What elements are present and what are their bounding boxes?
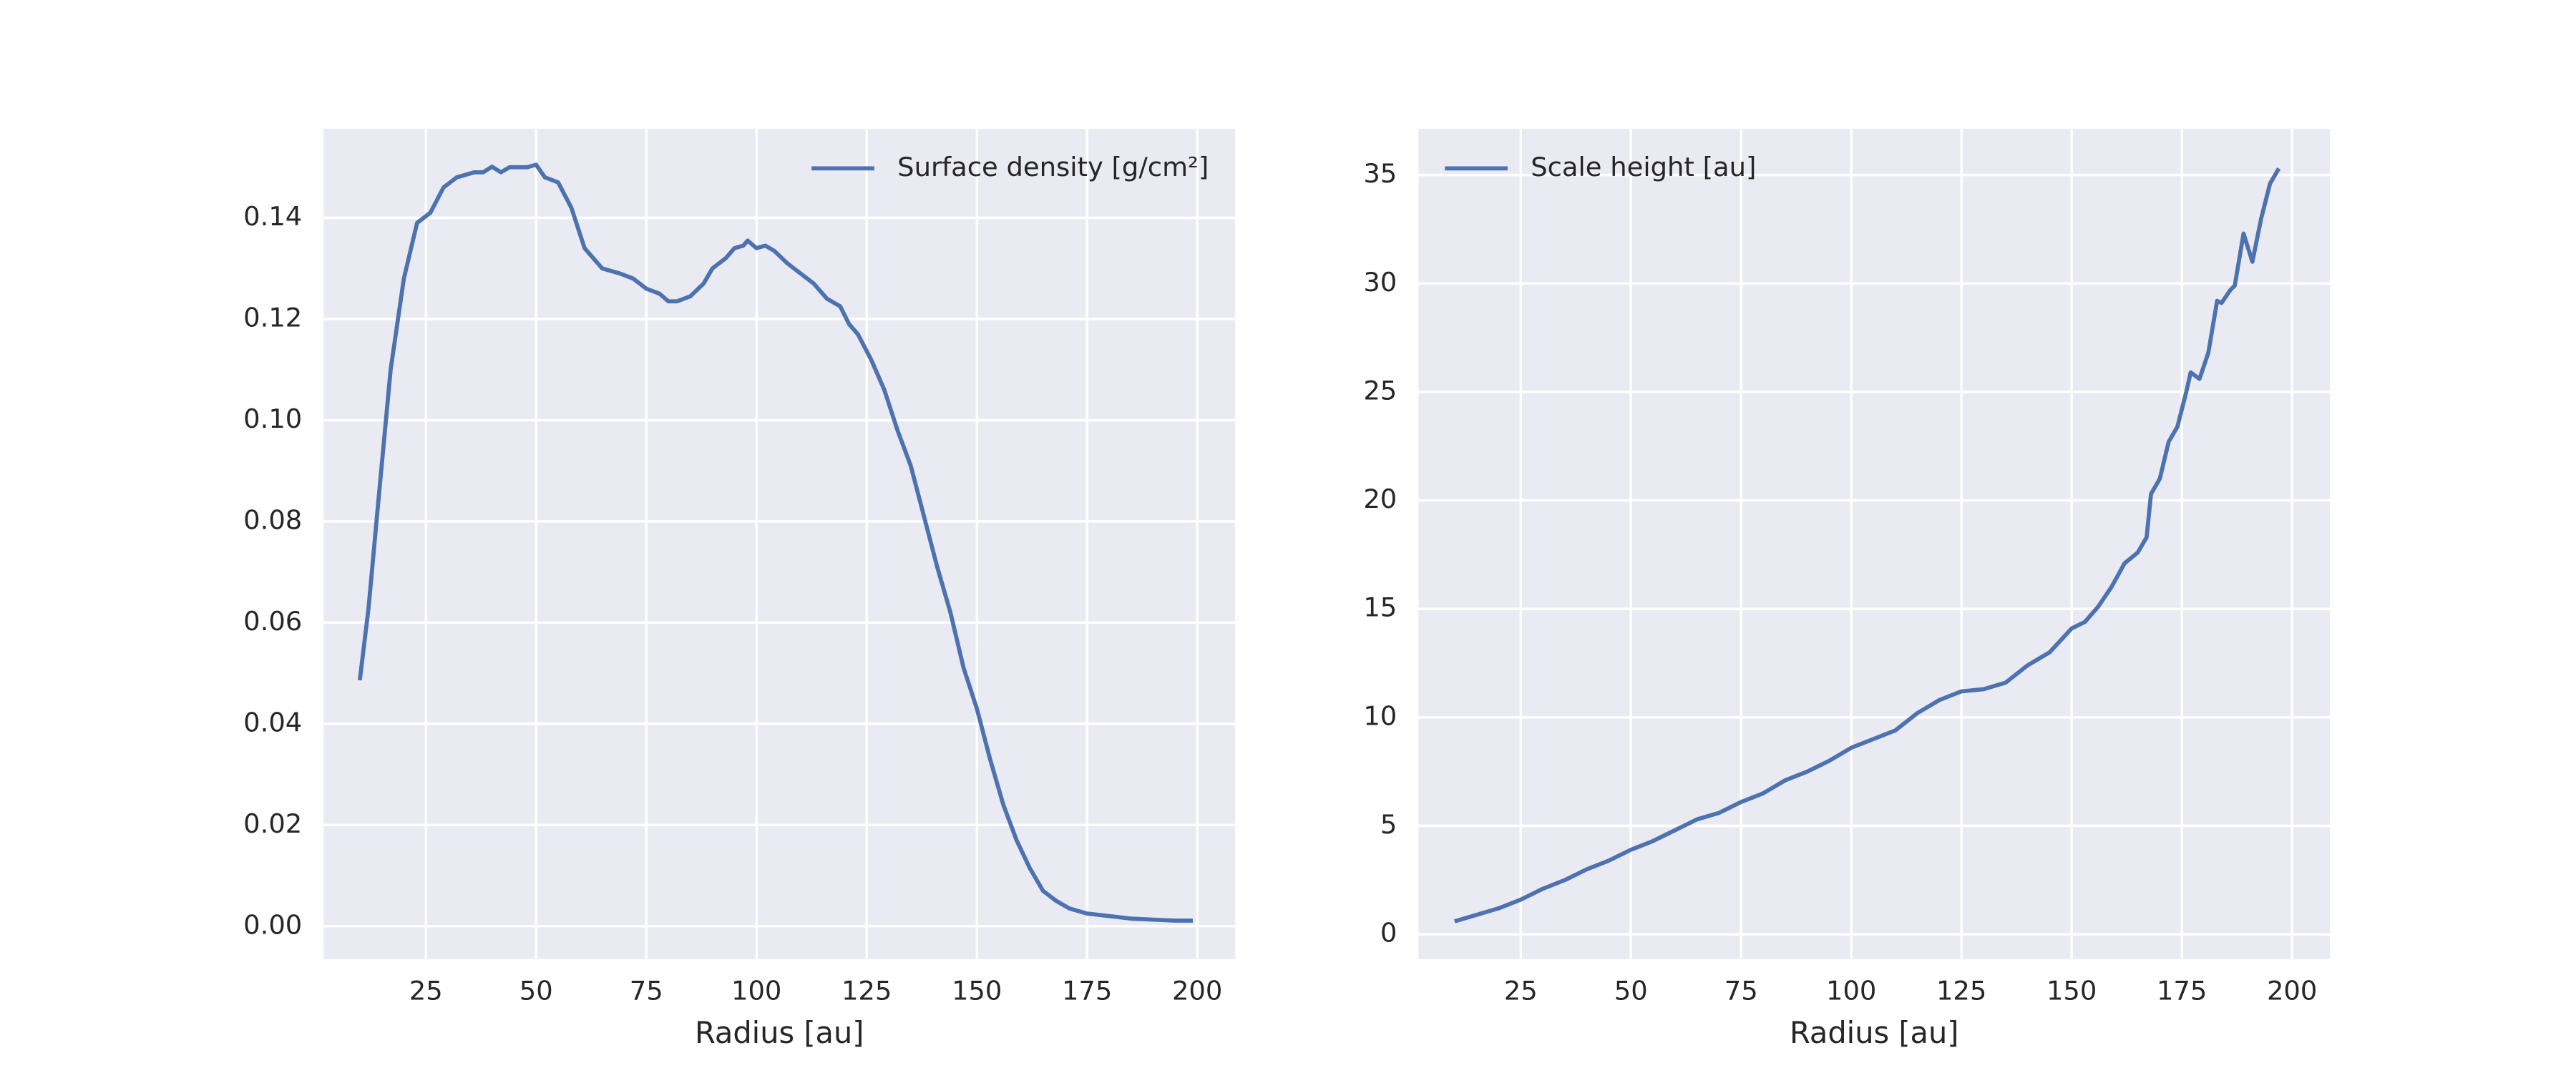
y-tick-label: 5 [1380,809,1397,840]
x-tick-label: 125 [1936,975,1986,1006]
data-line [357,162,1194,923]
legend-label: Surface density [g/cm²] [897,152,1209,182]
y-tick-label: 0.06 [243,606,302,637]
plot-background [323,129,1236,959]
x-tick-label: 100 [731,975,781,1006]
x-tick-label: 125 [841,975,892,1006]
y-tick-label: 30 [1363,267,1397,298]
y-tick-label: 0 [1380,918,1397,949]
x-axis-label: Radius [au] [695,1015,864,1050]
x-tick-label: 200 [2267,975,2317,1006]
plot-background [1418,129,2331,959]
y-tick-label: 0.08 [243,504,302,535]
x-tick-label: 75 [1724,975,1758,1006]
y-tick-label: 15 [1363,592,1397,623]
y-tick-label: 10 [1363,700,1397,731]
y-tick-label: 0.10 [243,403,302,434]
y-tick-label: 0.14 [243,201,302,232]
x-tick-label: 100 [1826,975,1876,1006]
y-tick-label: 0.00 [243,909,302,940]
y-tick-label: 20 [1363,484,1397,514]
x-tick-label: 150 [952,975,1002,1006]
y-tick-label: 25 [1363,375,1397,406]
y-tick-label: 0.02 [243,808,302,839]
x-tick-label: 175 [2157,975,2207,1006]
y-tick-label: 35 [1363,158,1397,189]
y-tick-label: 0.12 [243,302,302,333]
x-tick-label: 75 [630,975,663,1006]
x-tick-label: 175 [1062,975,1112,1006]
x-tick-label: 150 [2046,975,2097,1006]
x-tick-label: 25 [1504,975,1538,1006]
legend-label: Scale height [au] [1531,152,1756,182]
x-tick-label: 50 [1614,975,1648,1006]
x-tick-label: 25 [409,975,443,1006]
data-line [1454,167,2281,923]
x-axis-label: Radius [au] [1790,1015,1959,1050]
x-tick-label: 200 [1172,975,1222,1006]
y-tick-label: 0.04 [243,707,302,738]
x-tick-label: 50 [519,975,553,1006]
